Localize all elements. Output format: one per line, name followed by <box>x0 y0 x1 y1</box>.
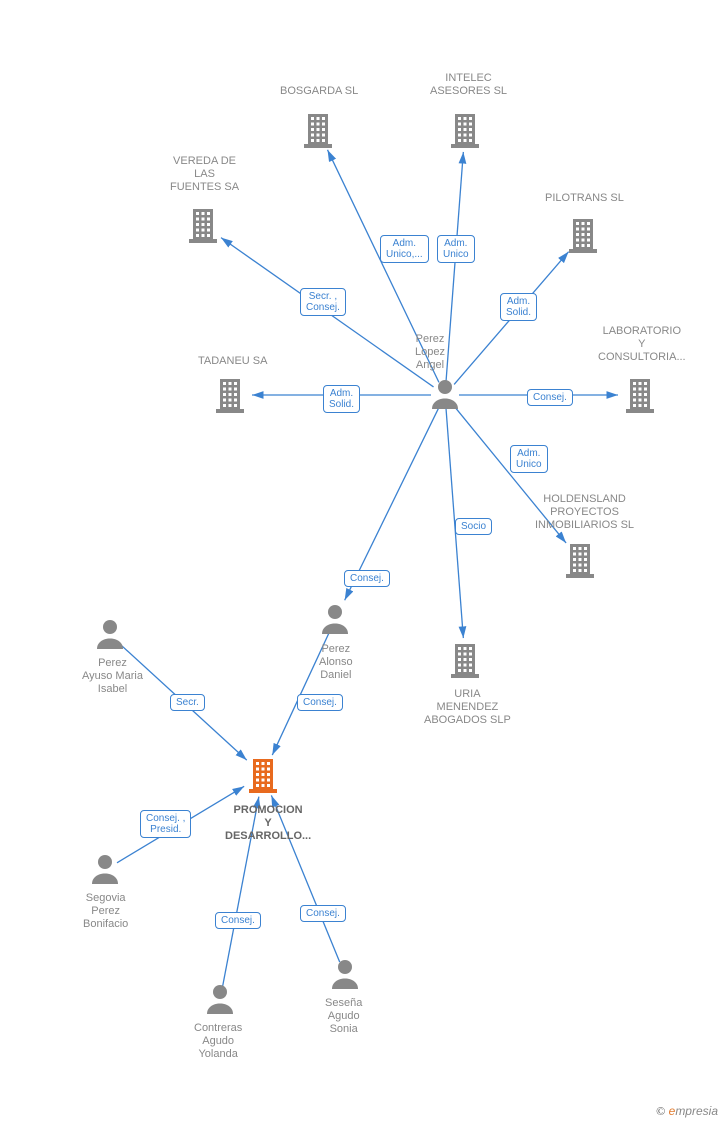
person-icon <box>97 620 123 649</box>
edge-label: Consej. <box>344 570 390 587</box>
node-label: TADANEU SA <box>198 355 267 368</box>
edge-label: Consej. <box>527 389 573 406</box>
building-icon <box>451 114 479 148</box>
node-label: PROMOCION Y DESARROLLO... <box>225 804 311 843</box>
building-icon <box>569 219 597 253</box>
person-icon <box>207 985 233 1014</box>
node-label: Perez Lopez Angel <box>415 333 445 372</box>
brand-rest: mpresia <box>675 1104 718 1118</box>
node-label: LABORATORIO Y CONSULTORIA... <box>598 325 686 364</box>
node-label: Contreras Agudo Yolanda <box>194 1022 242 1061</box>
network-svg <box>0 0 728 1125</box>
node-label: Segovia Perez Bonifacio <box>83 892 128 931</box>
edge-label: Secr. , Consej. <box>300 288 346 316</box>
building-icon <box>249 759 277 793</box>
person-icon <box>92 855 118 884</box>
building-icon <box>216 379 244 413</box>
building-icon <box>566 544 594 578</box>
person-icon <box>332 960 358 989</box>
node-label: Seseña Agudo Sonia <box>325 997 362 1036</box>
building-icon <box>626 379 654 413</box>
edge-label: Consej. <box>297 694 343 711</box>
edge-label: Consej. , Presid. <box>140 810 191 838</box>
node-label: VEREDA DE LAS FUENTES SA <box>170 155 239 194</box>
node-label: PILOTRANS SL <box>545 192 624 205</box>
edge-line <box>446 152 463 381</box>
edge-label: Adm. Solid. <box>500 293 537 321</box>
node-label: INTELEC ASESORES SL <box>430 72 507 98</box>
node-label: Perez Ayuso Maria Isabel <box>82 657 143 696</box>
edge-label: Adm. Solid. <box>323 385 360 413</box>
node-label: HOLDENSLAND PROYECTOS INMOBILIARIOS SL <box>535 493 634 532</box>
building-icon <box>304 114 332 148</box>
edge-label: Consej. <box>300 905 346 922</box>
edge-label: Adm. Unico,... <box>380 235 429 263</box>
edge-label: Consej. <box>215 912 261 929</box>
node-label: BOSGARDA SL <box>280 85 358 98</box>
footer-credit: © empresia <box>656 1104 718 1119</box>
building-icon <box>189 209 217 243</box>
edge-label: Socio <box>455 518 492 535</box>
copyright-symbol: © <box>656 1104 665 1118</box>
person-icon <box>322 605 348 634</box>
building-icon <box>451 644 479 678</box>
edge-label: Adm. Unico <box>510 445 548 473</box>
node-label: URIA MENENDEZ ABOGADOS SLP <box>424 688 511 727</box>
edge-label: Adm. Unico <box>437 235 475 263</box>
edge-label: Secr. <box>170 694 205 711</box>
node-label: Perez Alonso Daniel <box>319 643 353 682</box>
